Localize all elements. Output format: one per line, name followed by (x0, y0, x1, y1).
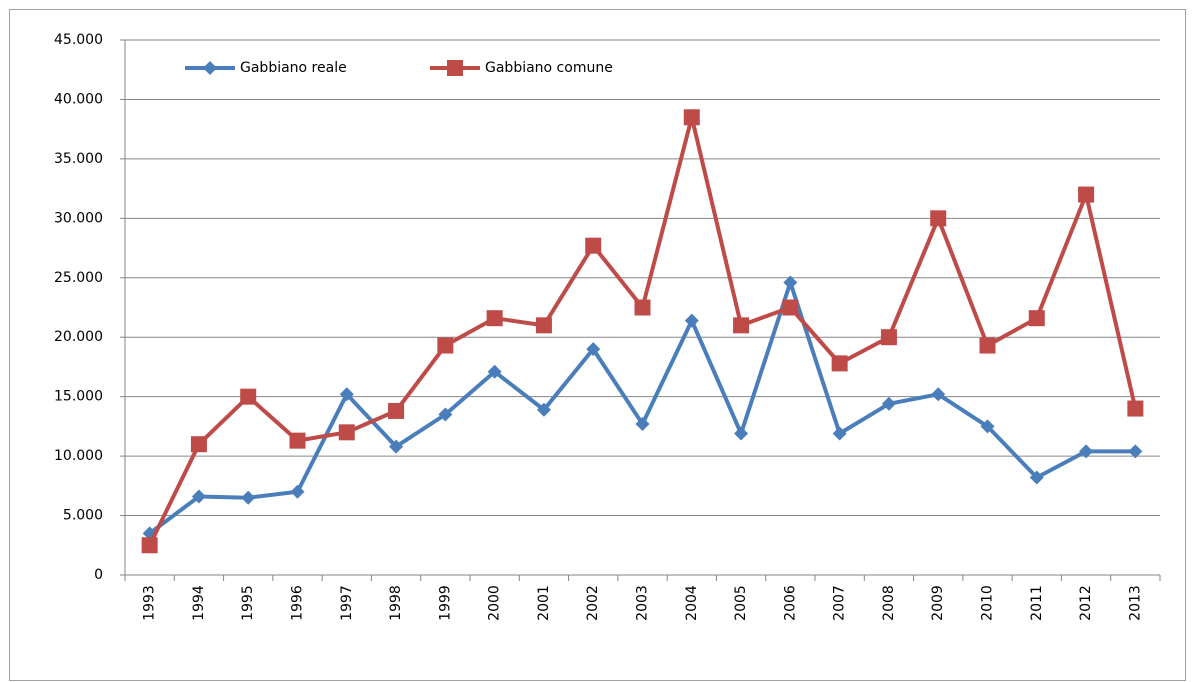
marker (438, 407, 453, 422)
marker (585, 237, 602, 254)
marker (734, 426, 749, 441)
x-tick-label: 2009 (930, 585, 946, 621)
x-tick-label: 1995 (240, 585, 256, 621)
marker (1028, 310, 1045, 327)
marker (1078, 186, 1095, 203)
x-tick-label: 1998 (388, 585, 404, 621)
y-tick-label: 10.000 (54, 448, 103, 464)
x-tick-label: 2011 (1029, 585, 1045, 621)
y-tick-label: 20.000 (54, 329, 103, 345)
x-tick-label: 2005 (733, 585, 749, 621)
marker (931, 387, 946, 402)
x-tick-label: 2013 (1127, 585, 1143, 621)
y-tick-label: 40.000 (54, 91, 103, 107)
marker (388, 402, 405, 419)
marker (1079, 444, 1094, 459)
legend-label: Gabbiano comune (485, 60, 613, 76)
marker (1029, 470, 1044, 485)
marker (881, 396, 896, 411)
marker (447, 60, 463, 76)
x-tick-label: 2001 (536, 585, 552, 621)
marker (389, 439, 404, 454)
marker (437, 337, 454, 354)
x-tick-label: 1999 (437, 585, 453, 621)
marker (339, 387, 354, 402)
x-tick-label: 2003 (635, 585, 651, 621)
marker (141, 537, 158, 554)
marker (635, 417, 650, 432)
legend-label: Gabbiano reale (240, 60, 347, 76)
marker (979, 337, 996, 354)
x-tick-label: 2006 (782, 585, 798, 621)
marker (486, 310, 503, 327)
marker (683, 109, 700, 126)
marker (240, 388, 257, 405)
marker (241, 490, 256, 505)
marker (290, 484, 305, 499)
marker (980, 419, 995, 434)
marker (832, 426, 847, 441)
marker (536, 402, 551, 417)
marker (930, 210, 947, 227)
x-tick-label: 2002 (585, 585, 601, 621)
x-tick-label: 2012 (1078, 585, 1094, 621)
marker (191, 489, 206, 504)
marker (338, 424, 355, 441)
y-tick-label: 35.000 (54, 151, 103, 167)
marker (733, 317, 750, 334)
marker (782, 299, 799, 316)
y-tick-label: 25.000 (54, 270, 103, 286)
x-tick-label: 2010 (980, 585, 996, 621)
x-tick-label: 2004 (684, 585, 700, 621)
x-tick-label: 2007 (832, 585, 848, 621)
marker (487, 364, 502, 379)
marker (289, 432, 306, 449)
marker (203, 61, 217, 75)
x-tick-label: 1994 (191, 585, 207, 621)
y-tick-label: 0 (94, 567, 103, 583)
y-tick-label: 45.000 (54, 32, 103, 48)
x-tick-label: 2000 (487, 585, 503, 621)
marker (880, 329, 897, 346)
marker (831, 355, 848, 372)
marker (190, 436, 207, 453)
x-tick-label: 1993 (142, 585, 158, 621)
marker (783, 275, 798, 290)
marker (634, 299, 651, 316)
y-tick-label: 15.000 (54, 389, 103, 405)
marker (586, 342, 601, 357)
marker (1127, 400, 1144, 417)
y-tick-label: 5.000 (63, 508, 103, 524)
y-tick-label: 30.000 (54, 210, 103, 226)
marker (535, 317, 552, 334)
x-tick-label: 2008 (881, 585, 897, 621)
x-tick-label: 1997 (339, 585, 355, 621)
x-tick-label: 1996 (290, 585, 306, 621)
marker (1128, 444, 1143, 459)
chart-border (9, 9, 1186, 681)
marker (684, 313, 699, 328)
